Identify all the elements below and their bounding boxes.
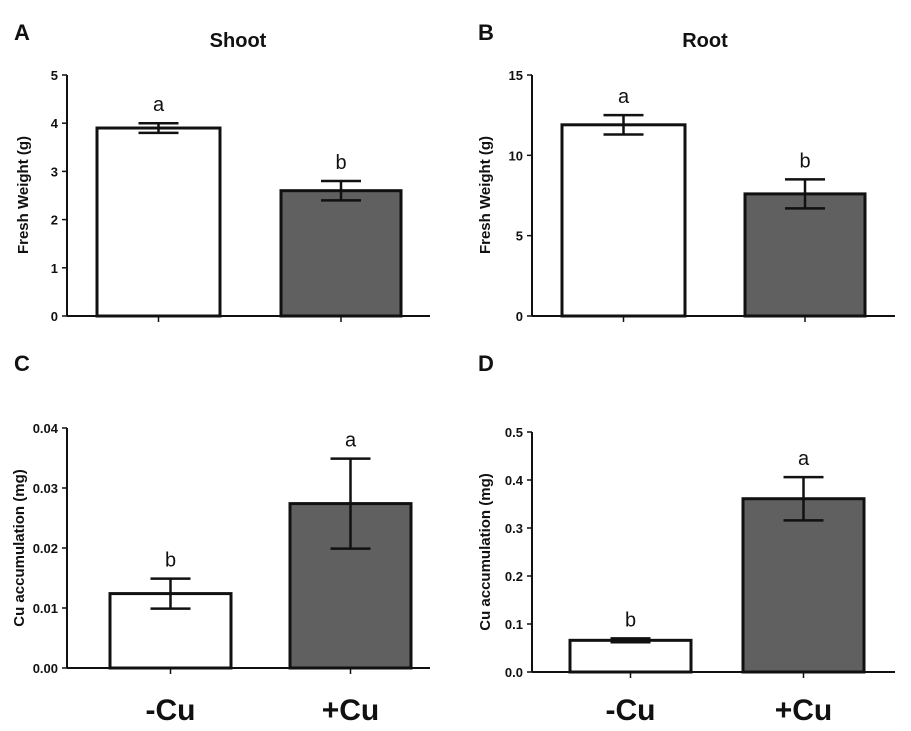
panel-b-y-tick-label: 0 [516,309,523,324]
panel-a-y-axis-label: Fresh Weight (g) [15,136,32,254]
panel-c-significance-label: a [345,430,357,452]
panel-a-y-tick-label: 3 [51,164,58,179]
panel-c-significance-label: b [165,550,176,572]
panel-d-y-axis-label: Cu accumulation (mg) [477,473,494,631]
panel-c-y-tick-label: 0.02 [33,541,58,556]
panel-b-title: Root [682,30,728,52]
panel-d-significance-label: b [625,609,636,631]
panel-a-y-tick-label: 5 [51,68,58,83]
panel-c: C Cu accumulation (mg) 0.00 0.01 0.02 0.03 0.0… [11,351,430,727]
panel-c-y-axis-label: Cu accumulation (mg) [11,469,28,627]
panel-a-significance-label: b [335,152,346,174]
panel-b-y-tick-label: 5 [516,229,523,244]
panel-a: A Shoot Fresh Weight (g) 0 1 2 3 4 5 a b [14,20,430,324]
panel-b-bar-plus-cu [743,192,867,318]
panel-d-y-tick-label: 0.4 [505,473,524,488]
panel-b-significance-label: b [799,150,810,172]
panel-c-y-tick-label: 0.03 [33,481,58,496]
panel-d-y-tick-label: 0.2 [505,569,523,584]
panel-d-significance-label: a [798,448,810,470]
panel-d-letter: D [478,351,494,376]
panel-a-letter: A [14,20,30,45]
panel-d-y-tick-label: 0.5 [505,425,523,440]
panel-c-y-tick-label: 0.04 [33,421,59,436]
panel-a-title: Shoot [210,30,267,52]
panel-c-x-category-label: +Cu [322,694,380,727]
panel-b-y-axis-label: Fresh Weight (g) [477,136,494,254]
panel-d-y-tick-label: 0.3 [505,521,523,536]
panel-d-bar-plus-cu [741,497,866,674]
panel-a-y-tick-label: 4 [51,116,59,131]
panel-a-bar-plus-cu [279,189,403,318]
panel-d-x-category-label: +Cu [775,694,833,727]
panel-d-bar-minus-cu [568,638,693,674]
panel-b-significance-label: a [618,86,630,108]
panel-c-y-tick-label: 0.01 [33,601,58,616]
panel-d: D Cu accumulation (mg) 0.0 0.1 0.2 0.3 0.4 0.5 b… [477,351,895,727]
panel-b: B Root Fresh Weight (g) 0 5 10 15 a b [477,20,895,324]
panel-b-bar-minus-cu [560,123,687,318]
panel-a-y-tick-label: 0 [51,309,58,324]
panel-a-y-tick-label: 1 [51,261,58,276]
panel-a-y-tick-label: 2 [51,213,58,228]
panel-d-x-category-label: -Cu [606,694,656,727]
panel-a-bar-minus-cu [95,126,222,318]
panel-d-y-tick-label: 0.1 [505,617,523,632]
panel-a-significance-label: a [153,94,165,116]
panel-b-letter: B [478,20,494,45]
panel-c-letter: C [14,351,30,376]
panel-d-y-tick-label: 0.0 [505,665,523,680]
panel-c-y-tick-label: 0.00 [33,661,58,676]
panel-b-y-tick-label: 15 [509,68,523,83]
panel-b-y-tick-label: 10 [509,148,523,163]
panel-c-x-category-label: -Cu [146,694,196,727]
